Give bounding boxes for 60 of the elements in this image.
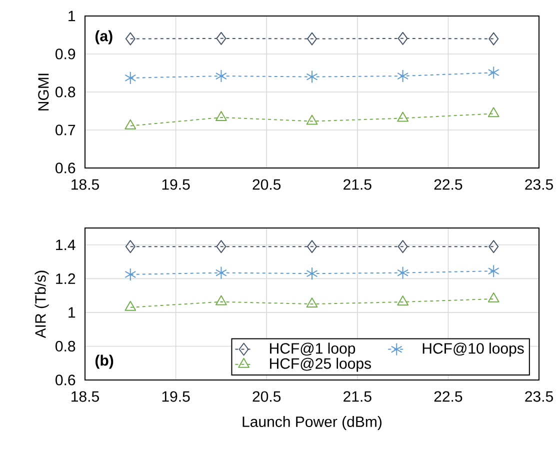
point: [397, 266, 408, 280]
point: [216, 295, 227, 306]
y-axis-title: NGMI: [38, 74, 49, 110]
point: [216, 240, 226, 254]
legend-label: HCF@10 loops: [422, 342, 524, 357]
x-tick-label: 20.5: [252, 391, 281, 402]
point: [306, 267, 318, 280]
point: [306, 70, 318, 84]
y-tick-label: 0.7: [56, 124, 76, 136]
y-tick-label: 0.8: [56, 86, 76, 98]
point: [398, 32, 408, 45]
point: [397, 295, 408, 306]
point: [397, 70, 408, 83]
x-tick-label: 23.5: [525, 179, 553, 190]
x-tick-label: 22.5: [434, 179, 462, 190]
y-tick-label: 1.2: [56, 273, 76, 284]
x-tick-label: 19.5: [162, 179, 190, 190]
point: [125, 240, 136, 254]
x-tick-label: 20.5: [252, 179, 281, 190]
point: [488, 292, 500, 302]
point: [125, 32, 136, 46]
point: [216, 266, 227, 280]
y-tick-label: 0.9: [56, 48, 76, 60]
legend-label: HCF@1 loop: [270, 342, 356, 357]
point: [124, 71, 136, 84]
point: [124, 300, 136, 311]
point: [397, 112, 408, 122]
x-tick-label: 23.5: [525, 391, 553, 402]
point: [488, 240, 499, 254]
point: [306, 298, 318, 308]
legend-label: HCF@25 loops: [270, 358, 371, 372]
y-tick-label: 0.6: [56, 374, 76, 386]
y-tick-label: 1: [68, 307, 76, 318]
point: [488, 32, 499, 46]
x-axis-title: Launch Power (dBm): [242, 416, 382, 430]
point: [488, 107, 500, 118]
point: [306, 114, 318, 125]
y-tick-label: 1.4: [56, 240, 76, 250]
annotation: (b): [95, 354, 114, 369]
point: [216, 32, 226, 45]
x-tick-label: 18.5: [72, 179, 99, 190]
point: [307, 32, 318, 46]
x-tick-label: 18.5: [72, 391, 99, 402]
y-tick-label: 1: [68, 10, 76, 22]
point: [124, 268, 136, 281]
annotation: (a): [95, 30, 112, 44]
y-axis-title: AIR (Tb/s): [34, 270, 49, 338]
y-tick-label: 0.8: [56, 340, 76, 352]
point: [216, 70, 227, 83]
x-tick-label: 19.5: [162, 391, 190, 402]
point: [488, 264, 500, 278]
point: [216, 110, 227, 121]
point: [124, 119, 136, 130]
x-tick-label: 21.5: [344, 391, 372, 402]
y-tick-label: 0.6: [56, 162, 76, 174]
point: [307, 240, 318, 254]
x-tick-label: 22.5: [434, 391, 462, 402]
point: [488, 66, 500, 80]
x-tick-label: 21.5: [344, 179, 372, 190]
point: [398, 240, 408, 254]
